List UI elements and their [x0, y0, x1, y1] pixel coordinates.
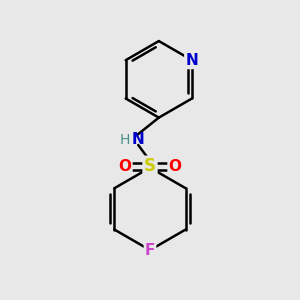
Text: N: N: [186, 53, 198, 68]
Text: H: H: [120, 133, 130, 147]
Text: F: F: [145, 243, 155, 258]
Text: N: N: [132, 132, 145, 147]
Text: S: S: [144, 157, 156, 175]
Text: O: O: [169, 159, 182, 174]
Text: O: O: [118, 159, 131, 174]
